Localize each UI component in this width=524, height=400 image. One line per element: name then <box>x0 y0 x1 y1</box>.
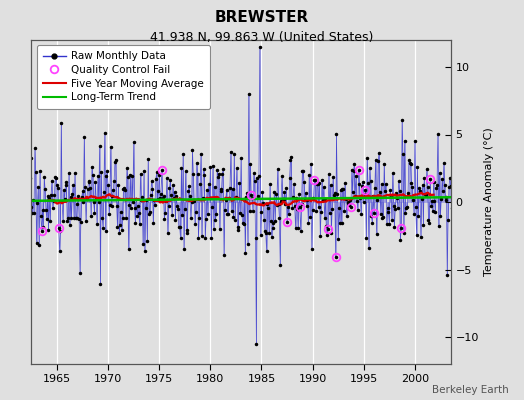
Text: BREWSTER: BREWSTER <box>215 10 309 25</box>
Text: Berkeley Earth: Berkeley Earth <box>432 385 508 395</box>
Legend: Raw Monthly Data, Quality Control Fail, Five Year Moving Average, Long-Term Tren: Raw Monthly Data, Quality Control Fail, … <box>37 45 210 109</box>
Text: 41.938 N, 99.863 W (United States): 41.938 N, 99.863 W (United States) <box>150 31 374 44</box>
Y-axis label: Temperature Anomaly (°C): Temperature Anomaly (°C) <box>484 128 495 276</box>
